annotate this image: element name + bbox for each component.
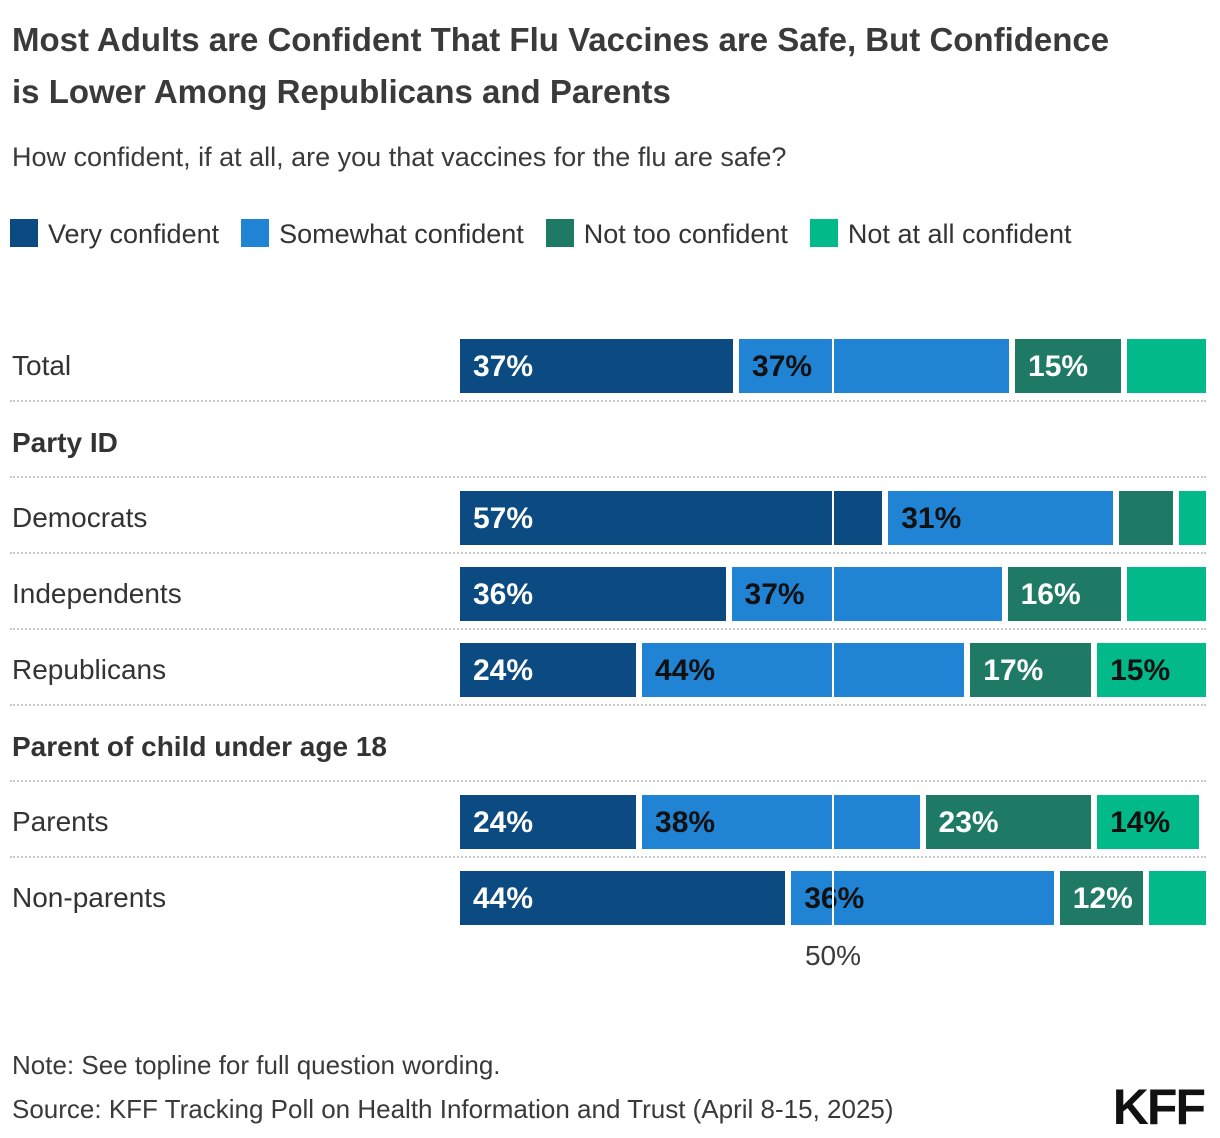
bar-value-label: 24%: [473, 654, 534, 687]
section-header-row: Party ID: [0, 415, 1206, 491]
bar-value-label: 44%: [655, 654, 716, 687]
section-header: Parent of child under age 18: [12, 731, 387, 762]
bar-value-label: 16%: [1020, 578, 1081, 611]
bar-segment: 15%: [1015, 339, 1121, 393]
chart-subtitle: How confident, if at all, are you that v…: [12, 142, 787, 172]
bar-segment: [1126, 339, 1206, 393]
bar-value-label: 36%: [804, 882, 865, 915]
bar-row: Total 37% 37% 15%: [0, 339, 1206, 415]
legend-swatch-not-too-confident: [545, 219, 574, 247]
legend-item-not-at-all-confident: Not at all confident: [809, 219, 1072, 249]
bar-segment: 44%: [642, 643, 965, 697]
gridline-50-percent: [832, 567, 834, 621]
bar-row: Republicans 24% 44% 17% 15%: [0, 643, 1206, 719]
bar-segment: 31%: [888, 491, 1114, 545]
bar-segment: 36%: [791, 871, 1054, 925]
row-separator: [10, 476, 1206, 478]
bar-segment: 44%: [460, 871, 786, 925]
bar-segment: 17%: [970, 643, 1092, 697]
bar-value-label: 57%: [473, 502, 534, 535]
legend-item-not-too-confident: Not too confident: [545, 219, 788, 249]
bar-value-label: 15%: [1110, 654, 1171, 687]
bar-segment: [1126, 567, 1206, 621]
bar-segment: 15%: [1097, 643, 1206, 697]
stacked-bar: 44% 36% 12%: [460, 871, 1206, 925]
row-separator: [10, 552, 1206, 554]
stacked-bar-chart: Total 37% 37% 15% Party ID Democrats 57% 31% Ind…: [0, 339, 1206, 947]
bar-value-label: 23%: [938, 806, 999, 839]
row-separator: [10, 704, 1206, 706]
stacked-bar: 24% 44% 17% 15%: [460, 643, 1206, 697]
legend-label: Not too confident: [583, 219, 788, 249]
bar-segment: 57%: [460, 491, 883, 545]
section-header: Party ID: [12, 427, 118, 458]
bar-value-label: 12%: [1072, 882, 1133, 915]
row-label: Republicans: [12, 654, 167, 685]
bar-value-label: 37%: [473, 350, 534, 383]
bar-segment: 37%: [460, 339, 734, 393]
gridline-50-percent: [832, 491, 834, 545]
bar-segment: 37%: [731, 567, 1002, 621]
bar-row: Independents 36% 37% 16%: [0, 567, 1206, 643]
source-text: Source: KFF Tracking Poll on Health Info…: [12, 1094, 894, 1124]
x-axis-tick-label: 50%: [804, 940, 862, 971]
legend-swatch-not-at-all-confident: [809, 219, 838, 247]
legend-item-very-confident: Very confident: [10, 219, 219, 249]
bar-value-label: 37%: [744, 578, 805, 611]
bar-value-label: 17%: [983, 654, 1044, 687]
row-separator: [10, 628, 1206, 630]
bar-segment: 38%: [642, 795, 920, 849]
legend: Very confident Somewhat confident Not too …: [10, 206, 1165, 263]
gridline-50-percent: [832, 643, 834, 697]
row-label: Independents: [12, 578, 182, 609]
legend-label: Very confident: [48, 219, 220, 249]
bar-row: Democrats 57% 31%: [0, 491, 1206, 567]
row-label: Total: [12, 350, 72, 381]
gridline-50-percent: [832, 795, 834, 849]
legend-item-somewhat-confident: Somewhat confident: [241, 219, 524, 249]
chart-title: Most Adults are Confident That Flu Vacci…: [12, 21, 1110, 110]
row-separator: [10, 400, 1206, 402]
note-text: Note: See topline for full question word…: [12, 1050, 501, 1080]
section-header-row: Parent of child under age 18: [0, 719, 1206, 795]
bar-segment: [1149, 871, 1206, 925]
legend-label: Not at all confident: [847, 219, 1072, 249]
bar-value-label: 36%: [473, 578, 534, 611]
gridline-50-percent: [832, 871, 834, 925]
stacked-bar: 57% 31%: [460, 491, 1206, 545]
bar-segment: 16%: [1007, 567, 1121, 621]
row-label: Parents: [12, 806, 109, 837]
row-separator: [10, 780, 1206, 782]
legend-swatch-somewhat-confident: [241, 219, 270, 247]
legend-label: Somewhat confident: [279, 219, 524, 249]
kff-logo: KFF: [1112, 1079, 1206, 1135]
bar-value-label: 44%: [473, 882, 534, 915]
row-separator: [10, 856, 1206, 858]
bar-row: Non-parents 44% 36% 12%: [0, 871, 1206, 947]
gridline-50-percent: [832, 339, 834, 393]
bar-row: Parents 24% 38% 23% 14%: [0, 795, 1206, 871]
bar-segment: [1119, 491, 1174, 545]
legend-swatch-very-confident: [10, 219, 38, 247]
bar-value-label: 38%: [655, 806, 716, 839]
bar-segment: 14%: [1097, 795, 1199, 849]
bar-value-label: 14%: [1110, 806, 1171, 839]
bar-segment: [1179, 491, 1206, 545]
bar-value-label: 31%: [901, 502, 962, 535]
bar-segment: 36%: [460, 567, 726, 621]
stacked-bar: 24% 38% 23% 14%: [460, 795, 1206, 849]
bar-segment: 23%: [925, 795, 1092, 849]
stacked-bar: 37% 37% 15%: [460, 339, 1206, 393]
bar-value-label: 24%: [473, 806, 534, 839]
bar-segment: 24%: [460, 795, 637, 849]
bar-value-label: 15%: [1028, 350, 1089, 383]
bar-segment: 24%: [460, 643, 637, 697]
bar-segment: 37%: [739, 339, 1010, 393]
stacked-bar: 36% 37% 16%: [460, 567, 1206, 621]
bar-segment: 12%: [1059, 871, 1144, 925]
row-label: Non-parents: [12, 882, 167, 913]
bar-value-label: 37%: [752, 350, 813, 383]
row-label: Democrats: [12, 502, 148, 533]
